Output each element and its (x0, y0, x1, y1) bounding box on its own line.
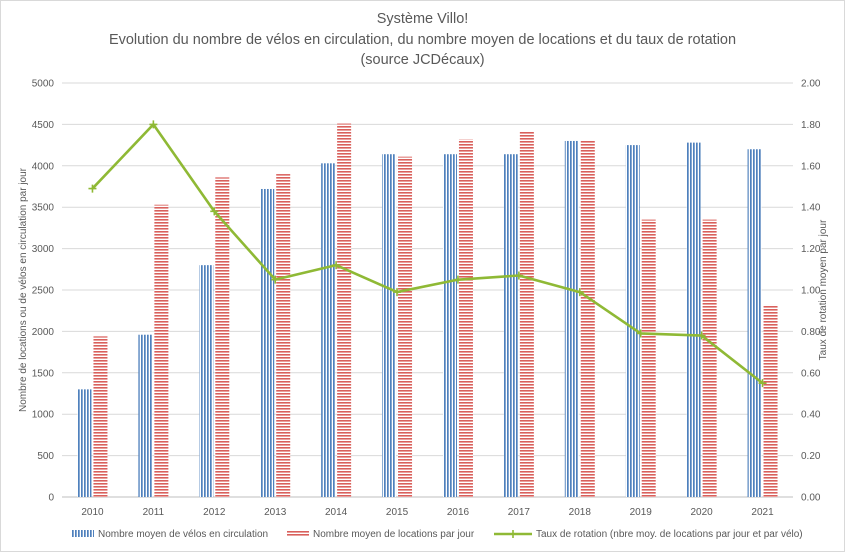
y2-tick-label: 0.80 (801, 327, 821, 338)
legend-swatch-velos (72, 530, 94, 537)
y2-tick-label: 0.00 (801, 493, 821, 504)
bar-velos-2011 (138, 334, 153, 497)
y-tick-label: 0 (48, 493, 54, 504)
x-tick-label: 2019 (630, 507, 653, 518)
x-tick-label: 2018 (569, 507, 592, 518)
y-tick-label: 5000 (32, 79, 55, 90)
chart-title-line-3: (source JCDécaux) (360, 52, 485, 68)
legend-label-velos: Nombre moyen de vélos en circulation (98, 529, 268, 540)
bar-velos-2012 (199, 265, 214, 497)
bar-velos-2013 (260, 188, 275, 497)
point-taux-2019 (636, 329, 645, 338)
x-tick-label: 2013 (264, 507, 287, 518)
y-tick-label: 1500 (32, 368, 55, 379)
point-taux-2020 (697, 331, 706, 340)
x-tick-label: 2010 (81, 507, 104, 518)
point-taux-2010 (88, 184, 97, 193)
bar-velos-2014 (321, 163, 336, 498)
y2-tick-label: 2.00 (801, 79, 821, 90)
y2-tick-label: 1.00 (801, 286, 821, 297)
line-taux-rotation (91, 123, 764, 385)
bar-velos-2019 (625, 145, 640, 497)
bar-locations-2010 (93, 336, 108, 497)
x-tick-label: 2020 (691, 507, 714, 518)
y-tick-label: 2500 (32, 286, 55, 297)
y2-tick-label: 0.60 (801, 368, 821, 379)
x-tick-label: 2021 (751, 507, 774, 518)
point-taux-2015 (393, 288, 402, 297)
y2-tick-label: 1.40 (801, 203, 821, 214)
x-tick-label: 2012 (203, 507, 226, 518)
bar-locations-2014 (337, 123, 352, 498)
y2-tick-label: 0.40 (801, 410, 821, 421)
bar-velos-2010 (77, 389, 92, 497)
bar-locations-2019 (641, 219, 656, 497)
y-tick-label: 3000 (32, 244, 55, 255)
y-tick-label: 2000 (32, 327, 55, 338)
x-tick-label: 2017 (508, 507, 531, 518)
bar-velos-2017 (503, 154, 518, 497)
bar-locations-2016 (458, 139, 473, 497)
bar-velos-2016 (442, 154, 457, 497)
legend-label-locations: Nombre moyen de locations par jour (313, 529, 475, 540)
y2-tick-label: 1.80 (801, 120, 821, 131)
bar-locations-2021 (763, 304, 778, 497)
point-taux-2011 (149, 120, 158, 129)
point-taux-2016 (453, 275, 462, 284)
bar-velos-2021 (747, 149, 762, 498)
bar-locations-2017 (519, 131, 534, 498)
legend-marker-taux (509, 530, 517, 538)
bar-velos-2020 (686, 142, 701, 497)
point-taux-2018 (575, 288, 584, 297)
chart-title-line-2: Evolution du nombre de vélos en circulat… (108, 32, 737, 48)
y2-tick-label: 1.60 (801, 161, 821, 172)
point-taux-2013 (271, 275, 280, 284)
bar-locations-2011 (154, 204, 169, 497)
point-taux-2017 (514, 271, 523, 280)
point-taux-2021 (758, 379, 767, 388)
y-tick-label: 4500 (32, 120, 55, 131)
y-axis-title: Nombre de locations ou de vélos en circu… (18, 167, 29, 412)
bar-velos-2018 (564, 140, 579, 497)
y-tick-label: 3500 (32, 203, 55, 214)
y-tick-label: 1000 (32, 410, 55, 421)
bar-locations-2013 (276, 174, 291, 497)
bar-locations-2012 (215, 177, 230, 497)
y-tick-label: 4000 (32, 161, 55, 172)
x-tick-label: 2015 (386, 507, 409, 518)
y2-axis-title: Taux de rotation moyen par jour (818, 219, 829, 360)
bar-locations-2020 (702, 219, 717, 497)
point-taux-2014 (332, 261, 341, 270)
point-taux-2012 (210, 207, 219, 216)
y2-tick-label: 1.20 (801, 244, 821, 255)
bar-locations-2015 (398, 156, 413, 497)
x-tick-label: 2016 (447, 507, 470, 518)
y-tick-label: 500 (37, 451, 54, 462)
chart-title-line-1: Système Villo! (376, 11, 469, 27)
x-tick-label: 2014 (325, 507, 348, 518)
legend-swatch-locations (287, 530, 309, 537)
y2-tick-label: 0.20 (801, 451, 821, 462)
x-tick-label: 2011 (143, 507, 165, 518)
bar-velos-2015 (382, 154, 397, 497)
legend-label-taux: Taux de rotation (nbre moy. de locations… (536, 529, 803, 540)
bar-locations-2018 (580, 140, 595, 497)
